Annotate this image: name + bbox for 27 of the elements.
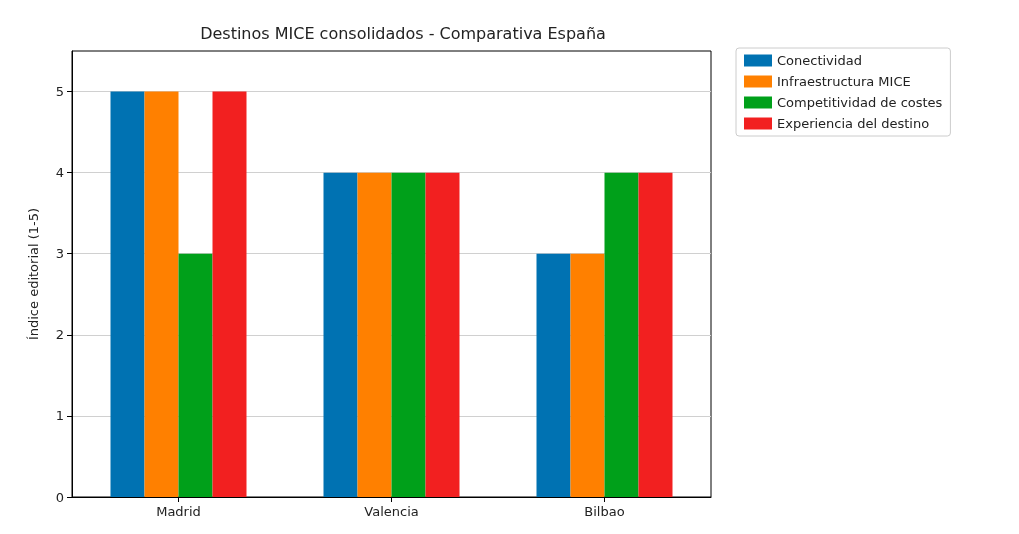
bar bbox=[391, 172, 426, 497]
chart-title: Destinos MICE consolidados - Comparativa España bbox=[200, 23, 606, 43]
y-tick-label: 1 bbox=[55, 408, 64, 424]
y-tick-label: 0 bbox=[55, 489, 64, 505]
x-tick-label: Madrid bbox=[156, 504, 201, 519]
y-tick-label: 5 bbox=[55, 84, 64, 100]
y-tick-label: 3 bbox=[55, 246, 64, 262]
bar bbox=[604, 172, 639, 497]
x-tick-label: Valencia bbox=[364, 504, 419, 519]
bar bbox=[536, 253, 571, 497]
bar bbox=[212, 91, 247, 497]
bar bbox=[638, 172, 673, 497]
y-axis-title: Índice editorial (1-5) bbox=[26, 207, 41, 341]
legend-label: Competitividad de costes bbox=[777, 95, 943, 110]
y-tick-label: 2 bbox=[55, 327, 64, 343]
legend-label: Conectividad bbox=[777, 53, 862, 68]
bar bbox=[570, 253, 605, 497]
bar bbox=[357, 172, 392, 497]
bar bbox=[110, 91, 145, 497]
bar bbox=[323, 172, 358, 497]
bar bbox=[425, 172, 460, 497]
legend-label: Infraestructura MICE bbox=[777, 74, 911, 89]
x-tick-label: Bilbao bbox=[584, 504, 625, 519]
y-tick-label: 4 bbox=[55, 165, 64, 181]
bar bbox=[144, 91, 179, 497]
legend-label: Experiencia del destino bbox=[777, 116, 930, 131]
bar bbox=[178, 253, 213, 497]
